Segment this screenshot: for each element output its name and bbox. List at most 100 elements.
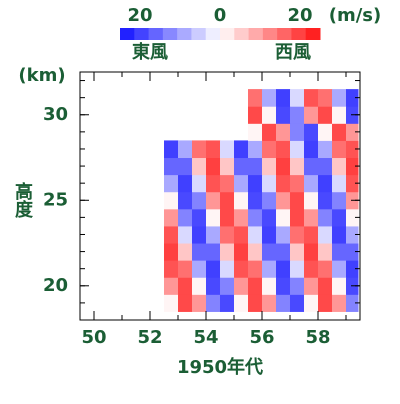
heat-cell bbox=[220, 157, 235, 176]
heat-cell bbox=[290, 89, 305, 107]
heat-cell bbox=[332, 225, 347, 244]
heat-cell bbox=[178, 225, 193, 244]
heat-cell bbox=[290, 208, 305, 227]
colorbar-tick-label: 20 bbox=[287, 5, 312, 26]
heat-cell bbox=[220, 225, 235, 244]
heat-cell bbox=[178, 294, 193, 312]
heat-cell bbox=[164, 140, 179, 159]
heat-cell bbox=[318, 157, 333, 176]
heat-cell bbox=[206, 294, 221, 312]
heat-cell bbox=[192, 140, 207, 159]
colorbar-swatch bbox=[248, 28, 264, 40]
heat-cell bbox=[178, 243, 193, 261]
heat-cell bbox=[206, 140, 221, 159]
heat-cell bbox=[304, 157, 319, 176]
heat-cell bbox=[248, 106, 263, 124]
heat-cell bbox=[276, 225, 291, 244]
heat-cell bbox=[332, 277, 347, 295]
heat-cell bbox=[346, 89, 359, 107]
heat-cell bbox=[234, 277, 249, 295]
heat-cell bbox=[346, 208, 359, 227]
heat-cell bbox=[318, 208, 333, 227]
heat-cell bbox=[164, 243, 179, 261]
heat-cell bbox=[304, 123, 319, 141]
heat-cell bbox=[248, 225, 263, 244]
heat-cell bbox=[332, 89, 347, 107]
heat-cell bbox=[248, 140, 263, 159]
heat-cell bbox=[206, 157, 221, 176]
heat-cell bbox=[332, 208, 347, 227]
heat-cell bbox=[304, 174, 319, 193]
x-tick-label: 58 bbox=[305, 327, 330, 348]
colorbar-tick-label: 0 bbox=[214, 5, 227, 26]
colorbar-swatch bbox=[220, 28, 235, 40]
heat-cell bbox=[234, 140, 249, 159]
heat-cell bbox=[290, 123, 305, 141]
heat-cell bbox=[192, 260, 207, 278]
heat-cell bbox=[248, 277, 263, 295]
y-axis-label: 高度 bbox=[12, 181, 33, 219]
y-tick-label: 20 bbox=[43, 275, 68, 296]
heat-cell bbox=[206, 225, 221, 244]
heat-cell bbox=[304, 294, 319, 312]
heat-cell bbox=[206, 208, 221, 227]
colorbar-swatch bbox=[162, 28, 178, 40]
heat-cell bbox=[178, 277, 193, 295]
heat-cell bbox=[276, 260, 291, 278]
heat-cell bbox=[178, 208, 193, 227]
heat-cell bbox=[318, 106, 333, 124]
heat-cell bbox=[262, 89, 277, 107]
heat-cell bbox=[290, 225, 305, 244]
y-tick-label: 30 bbox=[43, 104, 68, 125]
heat-cell bbox=[262, 208, 277, 227]
heat-cell bbox=[262, 294, 277, 312]
heat-cell bbox=[276, 294, 291, 312]
heat-cell bbox=[234, 260, 249, 278]
heat-cell bbox=[206, 277, 221, 295]
heat-cell bbox=[164, 260, 179, 278]
heat-cell bbox=[192, 174, 207, 193]
heat-cell bbox=[304, 260, 319, 278]
x-tick-label: 54 bbox=[193, 327, 218, 348]
heat-cell bbox=[276, 89, 291, 107]
colorbar-unit: (m/s) bbox=[329, 5, 382, 26]
heat-cell bbox=[220, 191, 235, 210]
heat-cell bbox=[234, 157, 249, 176]
heat-cell bbox=[332, 243, 347, 261]
heat-cell bbox=[192, 243, 207, 261]
heat-cell bbox=[234, 243, 249, 261]
heat-cell bbox=[234, 294, 249, 312]
heat-cell bbox=[220, 277, 235, 295]
heat-cell bbox=[248, 89, 263, 107]
heat-cell bbox=[262, 243, 277, 261]
heat-cell bbox=[234, 225, 249, 244]
heat-cell bbox=[318, 260, 333, 278]
heat-cell bbox=[220, 140, 235, 159]
heat-cell bbox=[346, 294, 359, 312]
heat-cell bbox=[290, 277, 305, 295]
heat-cell bbox=[332, 294, 347, 312]
colorbar-swatch bbox=[262, 28, 278, 40]
heat-cell bbox=[206, 260, 221, 278]
heat-cell bbox=[276, 191, 291, 210]
heat-cell bbox=[318, 191, 333, 210]
x-axis-label: 1950年代 bbox=[177, 356, 263, 378]
heat-cell bbox=[220, 260, 235, 278]
heat-cell bbox=[248, 123, 263, 141]
heat-cell bbox=[318, 174, 333, 193]
heat-cell bbox=[332, 191, 347, 210]
heat-cell bbox=[192, 208, 207, 227]
heat-cell bbox=[192, 294, 207, 312]
colorbar-high-label: 西風 bbox=[275, 42, 311, 63]
heat-cell bbox=[248, 191, 263, 210]
y-tick-label: 25 bbox=[43, 189, 68, 210]
heat-cell bbox=[332, 123, 347, 141]
heat-cell bbox=[234, 208, 249, 227]
heat-cell bbox=[346, 225, 359, 244]
x-tick-label: 50 bbox=[81, 327, 106, 348]
heat-cell bbox=[248, 260, 263, 278]
heat-cell bbox=[164, 225, 179, 244]
x-tick-label: 52 bbox=[137, 327, 162, 348]
heat-cell bbox=[346, 140, 359, 159]
heat-cell bbox=[248, 157, 263, 176]
